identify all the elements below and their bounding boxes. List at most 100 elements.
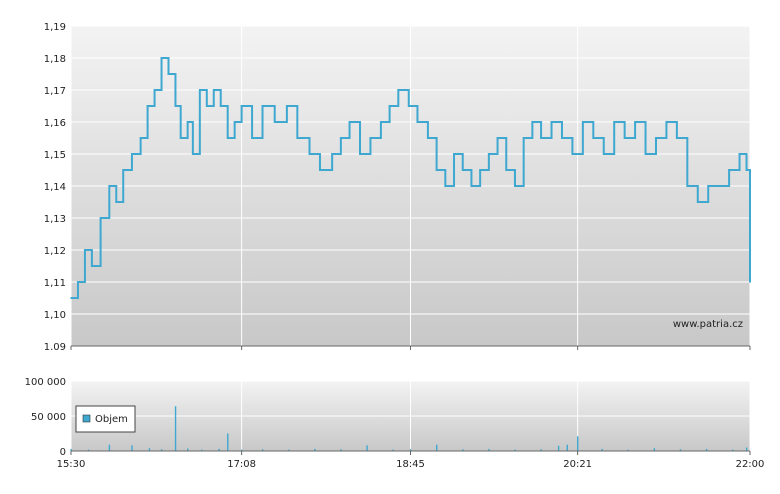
- volume-bar: [288, 449, 290, 451]
- price-point: [738, 153, 741, 155]
- volume-bar: [557, 445, 560, 451]
- volume-bar: [160, 449, 163, 451]
- price-point: [613, 121, 615, 123]
- volume-bar: [488, 448, 490, 451]
- price-point: [296, 137, 299, 139]
- volume-bar: [87, 449, 90, 451]
- price-point: [505, 169, 508, 171]
- price-point: [644, 153, 647, 155]
- volume-bar: [436, 444, 438, 451]
- price-point: [749, 281, 751, 283]
- price-y-tick-label: 1,14: [44, 182, 66, 193]
- price-point: [199, 89, 201, 91]
- price-point: [571, 153, 574, 155]
- volume-bar: [409, 449, 412, 451]
- price-point: [359, 153, 361, 155]
- price-point: [77, 281, 79, 283]
- volume-bar: [241, 449, 243, 451]
- price-point: [233, 121, 236, 123]
- price-y-tick-label: 1,10: [44, 310, 66, 321]
- x-tick-label: 22:00: [736, 459, 765, 470]
- price-point: [206, 105, 208, 107]
- price-point: [286, 105, 288, 107]
- price-point: [108, 185, 111, 187]
- price-point: [115, 201, 118, 203]
- volume-bar: [261, 449, 264, 451]
- price-point: [186, 121, 189, 123]
- price-y-tick-label: 1,13: [44, 214, 66, 225]
- price-point: [514, 185, 516, 187]
- price-point: [479, 169, 481, 171]
- price-y-tick-label: 1,12: [44, 246, 66, 257]
- price-point: [435, 169, 438, 171]
- price-point: [308, 153, 311, 155]
- price-point: [676, 137, 678, 139]
- price-point: [550, 121, 553, 123]
- price-point: [139, 137, 142, 139]
- price-point: [665, 121, 668, 123]
- volume-bar: [731, 449, 734, 451]
- volume-bar: [187, 448, 189, 451]
- price-point: [488, 153, 490, 155]
- price-y-tick-label: 1.09: [44, 342, 66, 353]
- volume-bar: [366, 445, 368, 451]
- x-tick-label: 18:45: [396, 459, 425, 470]
- price-point: [655, 137, 657, 139]
- price-point: [122, 169, 125, 171]
- volume-legend: Objem: [75, 405, 136, 433]
- price-point: [226, 137, 229, 139]
- legend-swatch: [82, 414, 91, 423]
- volume-bar: [392, 449, 394, 451]
- price-point: [634, 121, 636, 123]
- price-point: [444, 185, 447, 187]
- price-point: [470, 185, 473, 187]
- volume-bar: [148, 448, 151, 451]
- volume-bar: [218, 448, 220, 451]
- price-point: [496, 137, 499, 139]
- volume-y-tick-label: 0: [60, 447, 66, 458]
- price-series-line: [71, 57, 751, 299]
- x-axis: 15:30 17:08 18:45 20:21 22:00: [57, 451, 765, 470]
- price-point: [582, 121, 584, 123]
- price-point: [745, 169, 748, 171]
- price-point: [70, 297, 72, 299]
- price-point: [522, 137, 525, 139]
- volume-bar: [340, 449, 342, 451]
- price-point: [717, 185, 720, 187]
- price-y-tick-label: 1,15: [44, 150, 66, 161]
- legend-label: Objem: [95, 414, 128, 425]
- price-point: [380, 121, 382, 123]
- price-point: [623, 137, 626, 139]
- volume-y-tick-label: 50 000: [31, 412, 66, 423]
- price-point: [131, 153, 133, 155]
- volume-bar: [314, 448, 316, 451]
- price-point: [167, 73, 170, 75]
- volume-bar: [705, 448, 708, 451]
- volume-y-tick-label: 100 000: [25, 377, 66, 388]
- price-point: [153, 89, 156, 91]
- price-point: [261, 105, 264, 107]
- price-point: [369, 137, 372, 139]
- price-point: [146, 105, 149, 107]
- volume-bar: [653, 448, 656, 451]
- price-point: [91, 265, 93, 267]
- price-y-tick-label: 1,17: [44, 86, 66, 97]
- volume-panel: 100 000 50 000 0 Objem: [25, 377, 751, 458]
- price-point: [592, 137, 595, 139]
- price-point: [174, 105, 177, 107]
- price-point: [427, 137, 429, 139]
- price-point: [686, 185, 689, 187]
- volume-bar: [70, 448, 72, 451]
- volume-bar: [514, 449, 516, 451]
- watermark: www.patria.cz: [673, 319, 743, 330]
- price-point: [219, 105, 222, 107]
- price-point: [319, 169, 321, 171]
- price-point: [531, 121, 534, 123]
- x-tick-label: 17:08: [227, 459, 256, 470]
- price-y-tick-label: 1,11: [44, 278, 66, 289]
- volume-bar: [601, 448, 603, 451]
- volume-bar: [200, 449, 203, 451]
- price-panel: 1,19 1,18 1,17 1,16 1,15 1,14 1,13 1,12 1,11 1,10…: [44, 22, 751, 353]
- price-point: [160, 57, 163, 59]
